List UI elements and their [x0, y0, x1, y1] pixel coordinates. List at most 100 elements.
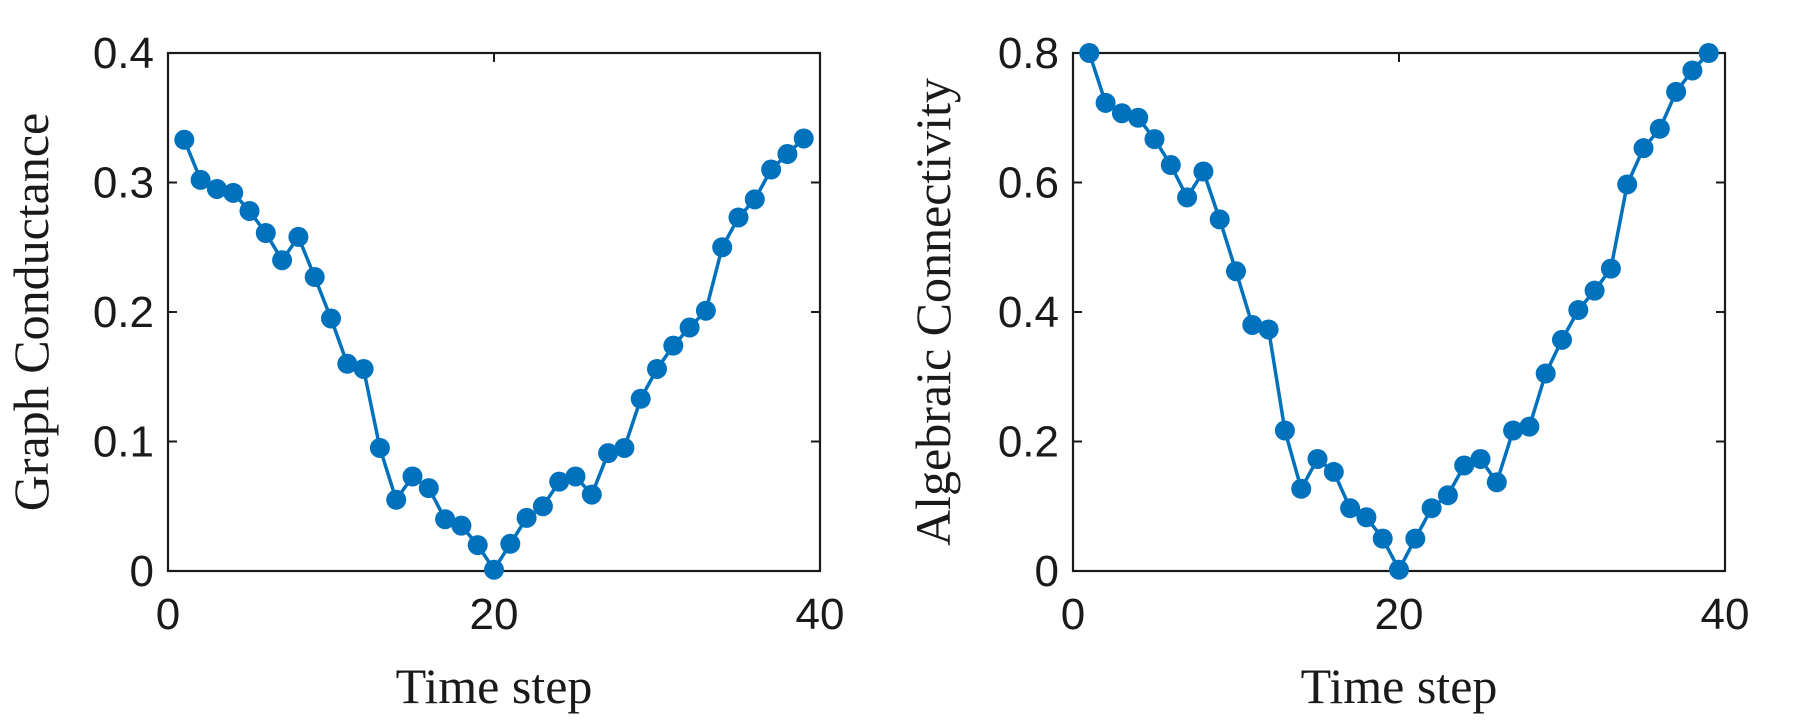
x-tick-label: 40	[796, 590, 845, 639]
data-point	[679, 317, 700, 338]
data-point	[1421, 498, 1442, 519]
x-tick-labels: 0 20 40	[1061, 590, 1750, 639]
y-tick-labels: 0 0.2 0.4 0.6 0.8	[998, 29, 1059, 596]
data-point	[1209, 209, 1230, 230]
tick-marks	[1072, 52, 1726, 572]
data-point	[1177, 187, 1198, 208]
tick-marks	[167, 52, 821, 572]
series-line	[182, 137, 805, 572]
data-point	[1144, 129, 1165, 150]
data-point	[467, 535, 488, 556]
data-point	[418, 478, 439, 499]
data-point	[484, 559, 504, 580]
data-point	[1617, 174, 1638, 195]
y-tick-labels: 0 0.1 0.2 0.3 0.4	[93, 29, 154, 596]
data-point	[435, 509, 456, 530]
x-tick-labels: 0 20 40	[156, 590, 845, 639]
data-point	[630, 388, 651, 409]
data-point	[1160, 155, 1181, 176]
data-point	[239, 200, 260, 221]
x-tick-label: 20	[1375, 590, 1424, 639]
data-point	[500, 533, 521, 554]
data-point	[1372, 528, 1393, 549]
data-point	[1552, 329, 1572, 350]
data-point	[1568, 300, 1589, 321]
data-point	[1242, 314, 1263, 335]
x-tick-label: 0	[1061, 590, 1085, 639]
data-point	[1111, 103, 1132, 124]
x-tick-label: 40	[1701, 590, 1750, 639]
data-point	[321, 308, 341, 329]
data-point	[614, 437, 635, 458]
plot-area	[166, 51, 822, 573]
data-point	[1274, 420, 1295, 441]
plot-area	[1071, 51, 1727, 573]
x-tick-label: 20	[470, 590, 519, 639]
data-point	[1698, 43, 1719, 63]
data-point	[190, 169, 211, 190]
data-point	[369, 437, 390, 458]
y-tick-label: 0.4	[998, 288, 1059, 337]
data-point	[728, 207, 749, 228]
data-point	[581, 484, 602, 505]
y-axis-label: Algebraic Connectivity	[905, 78, 961, 546]
data-point	[1486, 472, 1507, 493]
data-point	[1405, 528, 1426, 549]
y-tick-label: 0.8	[998, 29, 1059, 78]
y-tick-label: 0	[1035, 547, 1059, 596]
data-point	[1454, 455, 1475, 476]
data-point	[1307, 448, 1328, 469]
data-point	[598, 443, 619, 464]
data-point	[1519, 416, 1540, 437]
series-group	[174, 128, 814, 580]
data-point	[695, 300, 716, 321]
data-point	[353, 358, 374, 379]
data-point	[516, 507, 537, 528]
data-point	[272, 250, 293, 271]
y-tick-label: 0.2	[93, 288, 154, 337]
data-point	[1389, 559, 1409, 580]
data-point	[1600, 258, 1621, 279]
data-point	[1323, 461, 1344, 482]
y-tick-label: 0.3	[93, 159, 154, 208]
data-point	[1470, 448, 1491, 469]
data-point	[777, 144, 798, 165]
data-point	[532, 496, 553, 517]
data-point	[174, 129, 195, 150]
data-point	[793, 128, 814, 149]
chart-panel-right: 0 0.2 0.4 0.6 0.8 0 20 40 Time step Algebraic …	[905, 29, 1749, 714]
chart-panel-left: 0 0.1 0.2 0.3 0.4 0 20 40 Time step Graph Cond…	[3, 29, 844, 714]
x-axis-label: Time step	[1301, 658, 1498, 714]
data-point	[451, 515, 472, 536]
data-point	[1291, 478, 1312, 499]
data-point	[565, 466, 586, 487]
data-point	[1649, 118, 1670, 139]
y-tick-label: 0.6	[998, 159, 1059, 208]
data-point	[337, 353, 358, 374]
data-point	[761, 159, 782, 180]
y-axis-label: Graph Conductance	[3, 113, 59, 511]
y-tick-label: 0.1	[93, 418, 154, 467]
data-point	[223, 182, 244, 203]
data-point	[1437, 485, 1458, 506]
data-point	[647, 358, 667, 379]
data-point	[1340, 498, 1361, 519]
data-point	[288, 226, 309, 247]
data-point	[402, 466, 423, 487]
data-point	[1633, 138, 1654, 159]
data-point	[1226, 261, 1246, 282]
y-tick-label: 0.2	[998, 418, 1059, 467]
data-point	[1079, 43, 1100, 63]
series-group	[1079, 43, 1719, 580]
data-point	[1128, 107, 1149, 128]
data-point	[549, 471, 570, 492]
data-point	[1535, 363, 1556, 384]
data-point	[744, 189, 765, 210]
x-tick-label: 0	[156, 590, 180, 639]
data-point	[1584, 280, 1605, 301]
y-tick-label: 0	[130, 547, 154, 596]
data-point	[712, 237, 733, 258]
data-point	[1503, 420, 1524, 441]
data-point	[1258, 319, 1279, 340]
